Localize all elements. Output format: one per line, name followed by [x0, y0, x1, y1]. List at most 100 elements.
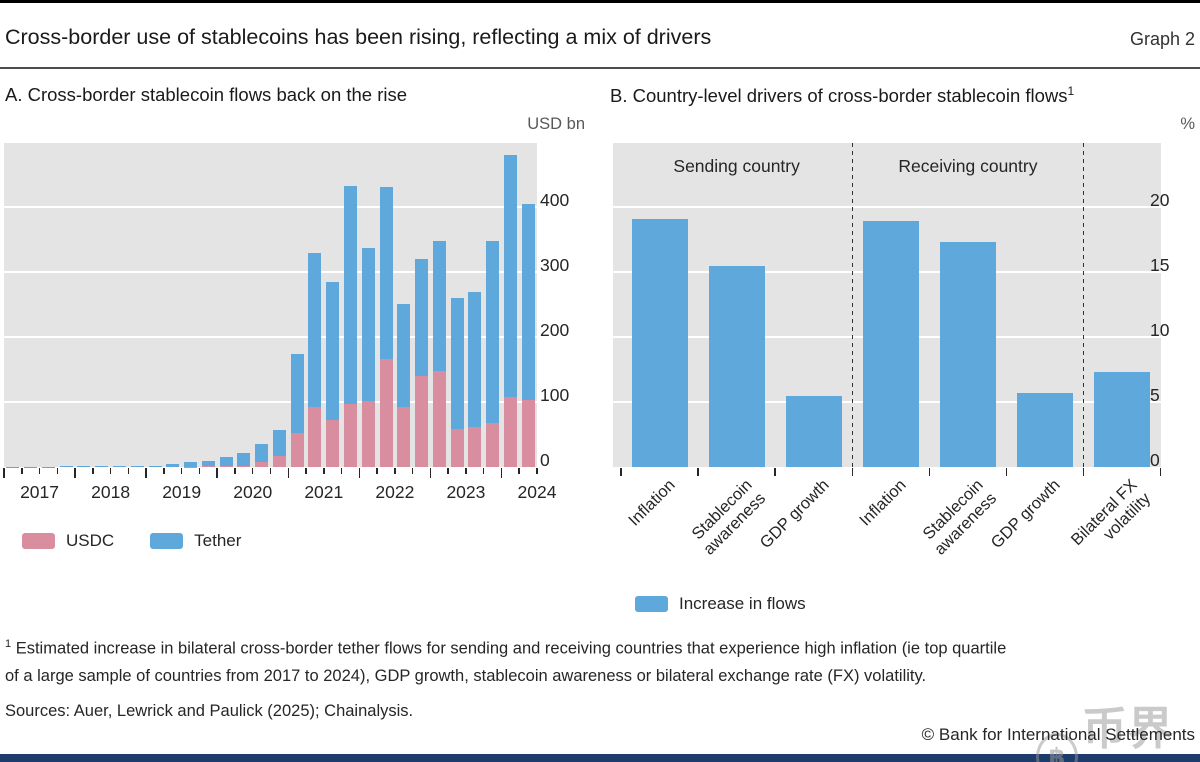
panel-b-ytick-10: 10: [1150, 320, 1170, 340]
bar-tether-2022-q4: [415, 259, 429, 376]
panel-a-tick-8: [145, 468, 147, 478]
panel-a-tick-6: [109, 468, 112, 474]
panel-a-tick-2: [38, 468, 41, 474]
bar-inflation-3: [862, 221, 919, 467]
bar-tether-2021-q1: [290, 353, 304, 433]
watermark: ฿ 币界网: [1036, 692, 1200, 762]
bar-gdp-growth-5: [1017, 392, 1074, 467]
panel-b-title-text: B. Country-level drivers of cross-border…: [610, 85, 1068, 107]
bar-tether-2021-q2: [308, 252, 322, 407]
bar-tether-2023-q2: [450, 298, 464, 430]
panel-a-tick-29: [518, 468, 520, 474]
footnote-line1: Estimated increase in bilateral cross-bo…: [15, 639, 1007, 658]
title-divider: [0, 67, 1200, 69]
bar-tether-2023-q1: [432, 241, 446, 371]
legend-a-item-usdc: USDC: [22, 531, 114, 551]
panel-a-title: A. Cross-border stablecoin flows back on…: [5, 84, 408, 105]
panel-a-ytick-100: 100: [540, 385, 570, 405]
panel-a-year-2017: 2017: [20, 482, 59, 502]
bar-tether-2020-q3: [255, 444, 269, 462]
bar-tether-2019-q3: [184, 462, 198, 467]
bar-tether-2018-q2: [95, 466, 109, 467]
panel-b-xaxis-ticks: [613, 467, 1162, 479]
graph-number-label: Graph 2: [1129, 29, 1195, 49]
panel-b-separator-2: [851, 143, 854, 477]
bar-tether-2020-q2: [237, 453, 251, 466]
watermark-coin-icon: ฿: [1036, 733, 1078, 762]
footnote-line2: of a large sample of countries from 2017…: [5, 667, 927, 685]
bar-tether-2021-q3: [326, 281, 340, 421]
bar-usdc-2024-q2: [521, 400, 535, 467]
panel-a-tick-5: [92, 468, 94, 474]
panel-b-title: B. Country-level drivers of cross-border…: [610, 84, 1074, 107]
panel-a-xaxis-labels: 2017 2018 2019 2020 2021 2022 2023 2024: [4, 482, 556, 506]
panel-a-ytick-200: 200: [540, 320, 570, 340]
legend-a-swatch-usdc: [22, 533, 55, 549]
panel-a-tick-9: [163, 468, 165, 474]
panel-a-tick-24: [429, 468, 432, 478]
bar-tether-2019-q4: [201, 460, 215, 467]
bar-tether-2021-q4: [343, 185, 357, 404]
bar-tether-2022-q2: [379, 186, 393, 360]
page-title: Cross-border use of stablecoins has been…: [5, 25, 712, 49]
panel-a-year-2021: 2021: [304, 482, 344, 502]
bar-tether-2020-q1: [219, 457, 233, 467]
bar-tether-2019-q1: [148, 465, 162, 467]
panel-a-tick-7: [127, 468, 130, 474]
panel-b-tick-0: [620, 468, 622, 476]
panel-a-tick-28: [500, 468, 503, 478]
bar-usdc-2022-q3: [397, 406, 411, 467]
panel-a-gridline-400: [4, 206, 537, 208]
panel-a-tick-21: [376, 468, 378, 474]
footnote-marker: 1: [5, 638, 12, 650]
panel-b-tick-2: [774, 468, 776, 476]
panel-a-tick-13: [234, 468, 236, 474]
panel-a-tick-12: [216, 468, 218, 478]
panel-a-tick-30: [536, 468, 538, 474]
panel-a-tick-11: [198, 468, 201, 474]
bar-usdc-2021-q3: [326, 420, 340, 467]
bar-tether-2017-q4: [59, 466, 73, 467]
panel-a-tick-14: [251, 468, 254, 474]
top-border: [0, 0, 1200, 3]
footnote: 1 Estimated increase in bilateral cross-…: [5, 631, 1197, 691]
panel-a-year-2018: 2018: [91, 482, 131, 502]
bar-tether-2023-q3: [468, 291, 482, 428]
panel-a-ytick-300: 300: [540, 255, 570, 275]
section-header-receiving-country: Receiving country: [898, 156, 1038, 176]
panel-a-yaxis: 0 100 200 300 400: [540, 143, 585, 470]
bar-usdc-2020-q3: [255, 461, 269, 467]
panel-a-gridline-100: [4, 401, 537, 403]
bar-stablecoin-awareness-4: [939, 242, 996, 467]
panel-a-gridline-300: [4, 271, 537, 273]
bar-inflation-0: [631, 218, 688, 467]
panel-b-plot: [613, 143, 1161, 467]
bar-tether-2024-q1: [503, 155, 517, 398]
watermark-text: 币界网: [1081, 703, 1174, 754]
bar-tether-2022-q1: [361, 247, 375, 402]
legend-b-swatch-increase-in-flows: [635, 596, 668, 612]
panel-b-ytick-20: 20: [1150, 190, 1170, 210]
bar-stablecoin-awareness-1: [708, 265, 765, 467]
panel-a-tick-3: [56, 468, 59, 474]
panel-a-tick-27: [482, 468, 485, 474]
section-header-sending-country: Sending country: [673, 156, 800, 176]
bar-usdc-2022-q1: [361, 401, 375, 467]
bar-usdc-2020-q1: [219, 466, 233, 467]
legend-b-label-increase-in-flows: Increase in flows: [679, 594, 806, 613]
panel-a-tick-19: [340, 468, 343, 474]
panel-a-ytick-0: 0: [540, 450, 550, 470]
panel-a-unit: USD bn: [527, 115, 585, 133]
legend-a-label-usdc: USDC: [66, 531, 115, 550]
bar-tether-2023-q4: [486, 241, 500, 423]
panel-b-unit: %: [1180, 115, 1195, 133]
panel-a-tick-17: [305, 468, 307, 474]
bar-usdc-2021-q2: [308, 406, 322, 467]
bar-usdc-2022-q2: [379, 359, 393, 467]
bar-usdc-2023-q4: [486, 422, 500, 467]
copyright-line: © Bank for International Settlements: [921, 725, 1195, 744]
panel-a-tick-0: [3, 468, 5, 478]
bar-gdp-growth-2: [785, 395, 842, 467]
bar-usdc-2019-q4: [201, 466, 215, 467]
bar-tether-2020-q4: [272, 429, 286, 456]
